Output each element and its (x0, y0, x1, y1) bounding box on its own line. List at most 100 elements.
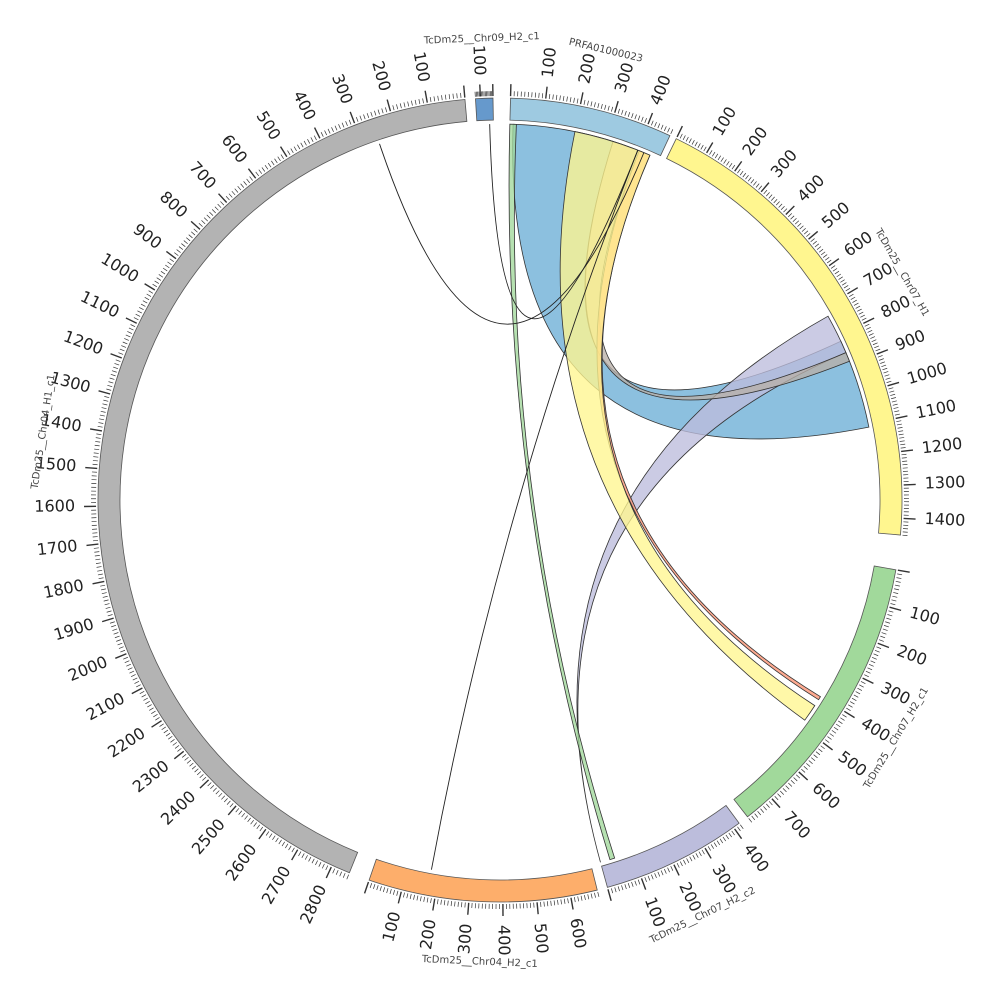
tick-label: 600 (566, 917, 590, 950)
minor-tick (860, 315, 864, 317)
minor-tick (800, 226, 804, 229)
minor-tick (137, 311, 141, 313)
minor-tick (900, 441, 905, 442)
minor-tick (143, 698, 147, 700)
minor-tick (835, 271, 839, 274)
minor-tick (594, 893, 595, 898)
minor-tick (557, 900, 558, 905)
tick-label: 1100 (914, 396, 958, 423)
tick-label: 100 (908, 603, 942, 629)
minor-tick (866, 671, 871, 673)
tick-label: 300 (328, 71, 357, 106)
tick-label: 400 (289, 88, 320, 124)
minor-tick (591, 101, 592, 106)
minor-tick (743, 173, 746, 177)
minor-tick (851, 297, 855, 299)
minor-tick (821, 252, 825, 255)
minor-tick (551, 901, 552, 906)
minor-tick (837, 274, 841, 277)
tick-label: 1100 (78, 287, 123, 322)
minor-tick (797, 223, 801, 226)
tick-label: 800 (878, 291, 914, 321)
minor-tick (268, 163, 271, 167)
tick-label: 700 (780, 807, 815, 842)
minor-tick (896, 581, 901, 582)
major-tick (735, 161, 742, 171)
minor-tick (142, 695, 146, 697)
minor-tick (888, 611, 893, 612)
minor-tick (628, 112, 630, 117)
major-tick (608, 889, 611, 901)
minor-tick (390, 889, 391, 894)
major-tick (786, 206, 794, 214)
major-tick (228, 806, 236, 815)
minor-tick (879, 359, 884, 361)
minor-tick (823, 255, 827, 258)
minor-tick (876, 647, 881, 649)
tick-label: 100 (378, 910, 404, 944)
minor-tick (380, 886, 381, 891)
minor-tick (276, 838, 279, 842)
tick-label: 2800 (296, 882, 330, 927)
minor-tick (163, 268, 167, 271)
minor-tick (894, 411, 899, 412)
minor-tick (894, 589, 899, 590)
major-tick (350, 112, 354, 123)
minor-tick (809, 761, 813, 764)
minor-tick (567, 97, 568, 102)
minor-tick (190, 763, 194, 766)
minor-tick (869, 333, 874, 335)
minor-tick (305, 855, 307, 859)
tick-label: 900 (130, 219, 166, 252)
minor-tick (346, 121, 348, 126)
minor-tick (864, 675, 869, 677)
minor-tick (419, 99, 420, 104)
minor-tick (839, 277, 843, 280)
minor-tick (834, 727, 838, 730)
tick-label: 2200 (104, 723, 148, 761)
major-tick (890, 607, 902, 610)
minor-tick (134, 318, 138, 320)
minor-tick (245, 816, 248, 820)
minor-tick (628, 883, 630, 888)
major-tick (387, 100, 390, 112)
minor-tick (410, 894, 411, 899)
minor-tick (591, 894, 592, 899)
minor-tick (165, 265, 169, 268)
minor-tick (97, 570, 102, 571)
minor-tick (147, 705, 151, 708)
major-tick (829, 259, 839, 266)
tick-label: 1300 (924, 472, 965, 493)
minor-tick (840, 280, 844, 283)
minor-tick (793, 218, 797, 221)
minor-tick (749, 818, 752, 822)
minor-tick (852, 300, 856, 302)
minor-tick (236, 808, 239, 812)
minor-tick (119, 647, 124, 649)
minor-tick (892, 401, 897, 402)
minor-tick (715, 154, 718, 158)
minor-tick (254, 823, 257, 827)
minor-tick (282, 842, 285, 846)
minor-tick (686, 137, 688, 141)
tick-label: 100 (410, 50, 434, 83)
minor-tick (821, 746, 825, 749)
minor-tick (204, 218, 208, 221)
major-tick (648, 113, 652, 124)
minor-tick (701, 145, 703, 149)
segment-chr09h2c1 (475, 98, 493, 121)
tick-label: 1200 (921, 434, 964, 458)
major-tick (799, 772, 808, 780)
minor-tick (125, 661, 130, 663)
minor-tick (356, 117, 358, 122)
minor-tick (756, 184, 759, 188)
minor-tick (185, 757, 189, 760)
minor-tick (817, 246, 821, 249)
minor-tick (281, 155, 284, 159)
minor-tick (638, 116, 640, 121)
tick-label: 1600 (34, 496, 75, 516)
minor-tick (155, 717, 159, 720)
minor-tick (200, 774, 204, 777)
minor-tick (179, 247, 183, 250)
minor-tick (859, 312, 863, 314)
